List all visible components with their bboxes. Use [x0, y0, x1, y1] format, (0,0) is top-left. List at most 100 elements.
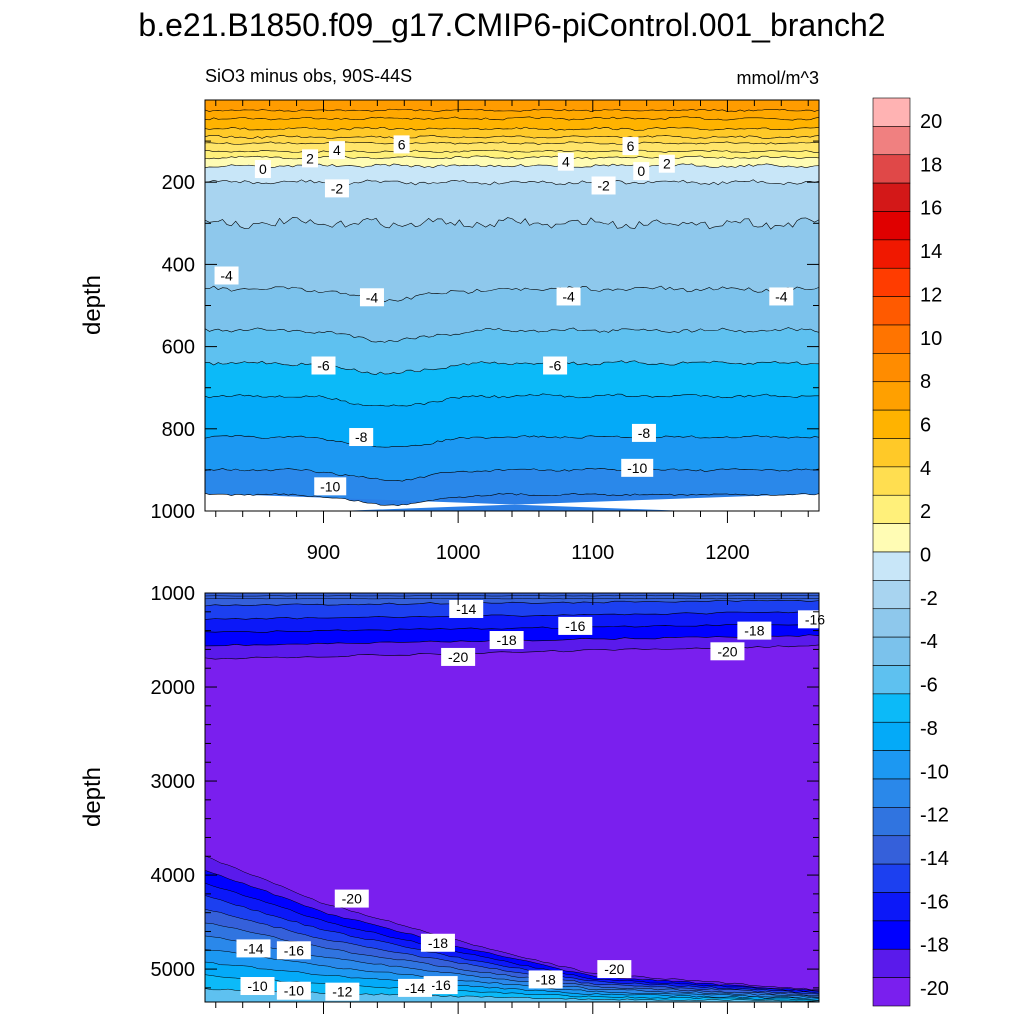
- contour-label: -2: [324, 179, 349, 198]
- contour-band: [205, 593, 819, 606]
- contour-line: [205, 599, 819, 607]
- contour-label: -14: [398, 978, 433, 997]
- colorbar-swatch: [872, 948, 911, 978]
- contour-label-text: -14: [456, 601, 476, 617]
- colorbar-swatch: [872, 154, 911, 184]
- contour-label: -16: [276, 941, 311, 960]
- contour-line: [205, 882, 819, 992]
- colorbar-swatch: [872, 97, 911, 127]
- colorbar-label: -10: [920, 761, 949, 783]
- contour-label: 6: [622, 137, 639, 156]
- contour-label: -14: [449, 599, 484, 618]
- colorbar-label: 2: [920, 501, 931, 523]
- contour-label-text: 0: [637, 163, 645, 179]
- contour-label: -4: [214, 266, 239, 285]
- contour-line: [205, 492, 819, 507]
- top-panel: SiO3 minus obs, 90S-44S mmol/m^3 depth 2…: [79, 66, 820, 564]
- colorbar: 20181614121086420-2-4-6-8-10-12-14-16-18…: [872, 97, 949, 1007]
- colorbar-swatch: [872, 721, 911, 751]
- bottom-panel: depth -14-18-16-20 -20-18-16-20-16 -18-14-…: [79, 583, 832, 1014]
- bottom-contour-fills: [205, 593, 819, 1002]
- colorbar-label: 6: [920, 414, 931, 436]
- colorbar-label: 4: [920, 458, 931, 480]
- contour-label-text: -4: [220, 267, 233, 283]
- contour-label-text: -12: [332, 984, 352, 1000]
- contour-label-text: -4: [775, 288, 788, 304]
- contour-label: 0: [633, 162, 650, 181]
- colorbar-swatch: [872, 608, 911, 638]
- contour-label-text: -18: [744, 623, 764, 639]
- contour-label: 4: [328, 141, 345, 160]
- contour-label-text: -16: [805, 611, 825, 627]
- contour-band: [205, 611, 819, 633]
- contour-line: [205, 108, 819, 112]
- colorbar-label: -14: [920, 848, 949, 870]
- contour-line: [205, 949, 819, 999]
- colorbar-label: -16: [920, 891, 949, 913]
- colorbar-label: -4: [920, 631, 938, 653]
- bottom-axis-ticks: 1000 2000 3000 4000 5000: [151, 583, 819, 1014]
- y-tick-label: 2000: [151, 677, 196, 699]
- contour-label-text: -16: [431, 977, 451, 993]
- contour-line: [205, 179, 819, 186]
- x-tick-label: 1100: [571, 542, 614, 564]
- y-tick-label: 600: [162, 337, 195, 359]
- contour-line: [205, 909, 819, 995]
- contour-label: -10: [276, 981, 311, 1000]
- contour-band: [205, 179, 819, 230]
- colorbar-swatch: [872, 835, 911, 865]
- colorbar-swatch: [872, 778, 911, 808]
- contour-label-text: -10: [284, 983, 304, 999]
- colorbar-label: -2: [920, 588, 938, 610]
- top-contour-lines: [205, 108, 819, 507]
- contour-label-text: -16: [565, 618, 585, 634]
- contour-label: -6: [543, 356, 568, 375]
- contour-line: [205, 611, 819, 620]
- bottom-y-axis-label: depth: [79, 767, 106, 827]
- top-contour-fills: [205, 100, 819, 511]
- contour-label-text: 4: [562, 154, 570, 170]
- colorbar-label: 14: [920, 241, 942, 263]
- y-tick-label: 1000: [151, 501, 196, 523]
- y-tick-label: 400: [162, 254, 195, 276]
- contour-label: -16: [558, 616, 593, 635]
- top-subtitle-left: SiO3 minus obs, 90S-44S: [205, 66, 412, 86]
- contour-label-text: -14: [243, 940, 263, 956]
- contour-label: -14: [236, 939, 271, 958]
- contour-label-text: -18: [496, 632, 516, 648]
- colorbar-swatch: [872, 636, 911, 666]
- colorbar-swatch: [872, 296, 911, 326]
- contour-label: -20: [334, 889, 369, 908]
- contour-line: [205, 135, 819, 139]
- colorbar-swatch: [872, 126, 911, 156]
- y-tick-label: 4000: [151, 865, 196, 887]
- contour-label: -4: [769, 287, 794, 306]
- contour-label: -20: [441, 647, 476, 666]
- contour-label-text: 6: [398, 136, 406, 152]
- colorbar-label: 8: [920, 371, 931, 393]
- y-tick-label: 1000: [151, 583, 196, 605]
- contour-line: [205, 393, 819, 407]
- x-tick-label: 900: [307, 542, 340, 564]
- contour-band: [205, 493, 819, 511]
- contour-band: [205, 109, 819, 121]
- contour-label-text: -18: [536, 971, 556, 987]
- colorbar-label: -8: [920, 718, 938, 740]
- contour-label-text: -8: [638, 425, 651, 441]
- colorbar-swatch: [872, 580, 911, 610]
- contour-label: -10: [240, 977, 275, 996]
- contour-label-text: -4: [562, 288, 575, 304]
- colorbar-swatch: [872, 863, 911, 893]
- contour-line: [205, 141, 819, 145]
- contour-label-text: -16: [284, 942, 304, 958]
- contour-band: [205, 141, 819, 153]
- bottom-contour-labels: -14 -18 -16 -20 -20 -18 -16 -20 -16 -18 -14 -20 -18 -…: [236, 599, 832, 1001]
- contour-label: -8: [631, 423, 656, 442]
- contour-label: -10: [621, 458, 654, 477]
- contour-label: 0: [254, 160, 271, 179]
- colorbar-swatch: [872, 494, 911, 524]
- contour-label-text: -6: [549, 358, 562, 374]
- contour-label-text: -20: [448, 649, 468, 665]
- colorbar-swatch: [872, 324, 911, 354]
